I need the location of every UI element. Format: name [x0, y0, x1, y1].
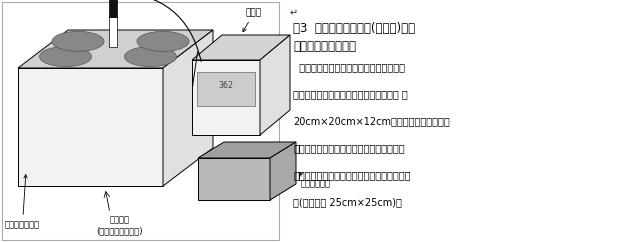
- Bar: [109, 0, 117, 17]
- FancyArrowPatch shape: [192, 52, 198, 86]
- Ellipse shape: [124, 47, 177, 67]
- Text: 362: 362: [219, 81, 234, 90]
- Polygon shape: [260, 35, 290, 135]
- Text: 図3  拡散型チェンバー(試作機)の外: 図3 拡散型チェンバー(試作機)の外: [293, 22, 415, 35]
- Ellipse shape: [137, 31, 189, 51]
- Text: チェンバー本体はアクリル製で、日射の: チェンバー本体はアクリル製で、日射の: [293, 62, 405, 72]
- Text: 意(試作機は 25cm×25cm)。: 意(試作機は 25cm×25cm)。: [293, 197, 402, 207]
- Text: ↵: ↵: [289, 8, 297, 18]
- Polygon shape: [18, 30, 213, 68]
- Polygon shape: [192, 35, 290, 60]
- Text: 20cm×20cm×12cmで、小型のデータロガ: 20cm×20cm×12cmで、小型のデータロガ: [293, 116, 450, 126]
- Polygon shape: [198, 142, 296, 158]
- Text: データロガー: データロガー: [299, 173, 331, 188]
- Bar: [109, 17, 117, 47]
- Text: テムになる。なお、チェンバーのサイズは任: テムになる。なお、チェンバーのサイズは任: [293, 170, 411, 180]
- Polygon shape: [192, 60, 260, 135]
- Text: 変換器: 変換器: [243, 8, 262, 32]
- Polygon shape: [270, 142, 296, 200]
- Text: チェンバー本体: チェンバー本体: [5, 175, 40, 229]
- Text: 拡散媒体
(ポーラスストーン): 拡散媒体 (ポーラスストーン): [97, 215, 143, 235]
- Polygon shape: [198, 158, 270, 200]
- Text: 影響を防ぐために白色である。変換器は 約: 影響を防ぐために白色である。変換器は 約: [293, 89, 408, 99]
- Polygon shape: [163, 30, 213, 186]
- Text: 観および機器構成図: 観および機器構成図: [293, 40, 356, 53]
- Text: ーと組み合わせれば、携帯性に優れたシス: ーと組み合わせれば、携帯性に優れたシス: [293, 143, 405, 153]
- Ellipse shape: [40, 47, 91, 67]
- Ellipse shape: [52, 31, 104, 51]
- Text: CO₂センサー: CO₂センサー: [0, 241, 1, 242]
- Bar: [2, 2, 279, 240]
- FancyArrowPatch shape: [116, 0, 201, 61]
- Polygon shape: [18, 68, 163, 186]
- Bar: [197, 72, 255, 106]
